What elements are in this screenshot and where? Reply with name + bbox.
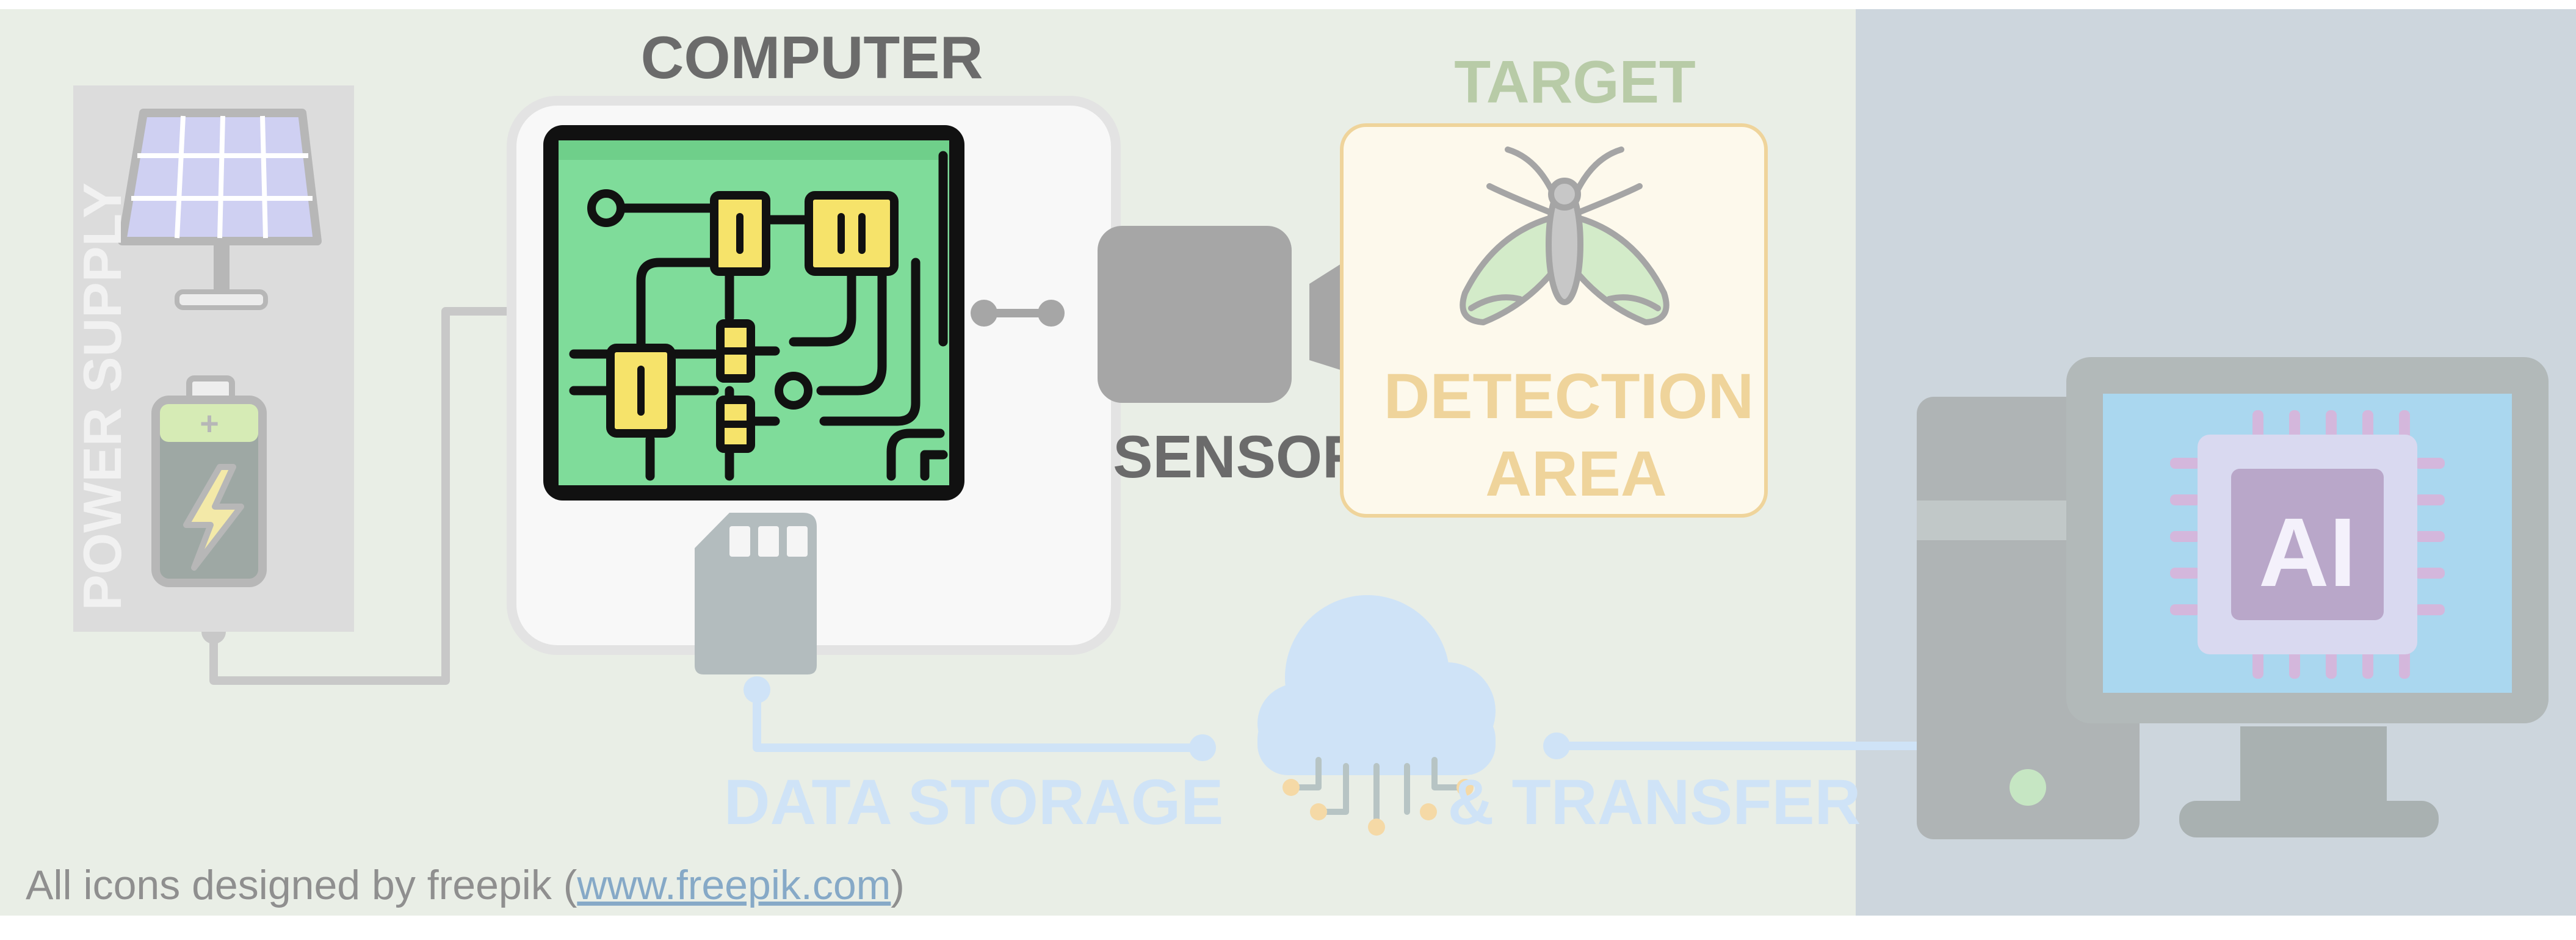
storage-to-cloud-line xyxy=(753,685,1207,752)
detection-label-line2: AREA xyxy=(1485,438,1667,510)
detection-area-box xyxy=(1340,123,1768,518)
computer-group: COMPUTER xyxy=(507,24,1121,674)
computer-label: COMPUTER xyxy=(641,24,983,91)
detection-label-line1: DETECTION xyxy=(1384,361,1754,432)
battery-icon: + xyxy=(151,375,267,587)
detection-group: TARGET DETECTION AREA xyxy=(1340,48,1768,518)
credit-suffix: ) xyxy=(891,862,905,908)
storage-line-node xyxy=(743,676,770,703)
connector-icon xyxy=(971,300,1065,327)
cloud-left-line-node xyxy=(1189,734,1216,761)
cloud-icon xyxy=(1257,595,1496,836)
circuit-board-icon xyxy=(543,125,964,501)
power-to-computer-line xyxy=(209,307,541,685)
freepik-link[interactable]: www.freepik.com xyxy=(576,862,891,908)
moth-icon xyxy=(1460,146,1670,325)
ai-chip-icon: AI xyxy=(2170,410,2445,679)
data-storage-label: DATA STORAGE xyxy=(724,767,1224,838)
power-supply-group: + POWER SUPPLY xyxy=(72,85,354,632)
sensor-label: SENSOR xyxy=(1113,423,1366,490)
target-label: TARGET xyxy=(1454,48,1696,115)
ai-computer-group: AI xyxy=(1917,357,2549,839)
credit-prefix: All icons designed by freepik ( xyxy=(26,862,577,908)
svg-text:+: + xyxy=(200,405,219,442)
transfer-label: & TRANSFER xyxy=(1448,767,1861,838)
power-supply-label: POWER SUPPLY xyxy=(72,183,132,610)
cloud-right-line-node xyxy=(1543,732,1570,759)
solar-panel-icon xyxy=(118,109,322,310)
cloud-group: DATA STORAGE & TRANSFER xyxy=(724,595,1861,838)
ai-chip-label: AI xyxy=(2259,497,2356,607)
sd-card-icon xyxy=(695,513,817,674)
credit-line: All icons designed by freepik (www.freep… xyxy=(26,862,905,908)
